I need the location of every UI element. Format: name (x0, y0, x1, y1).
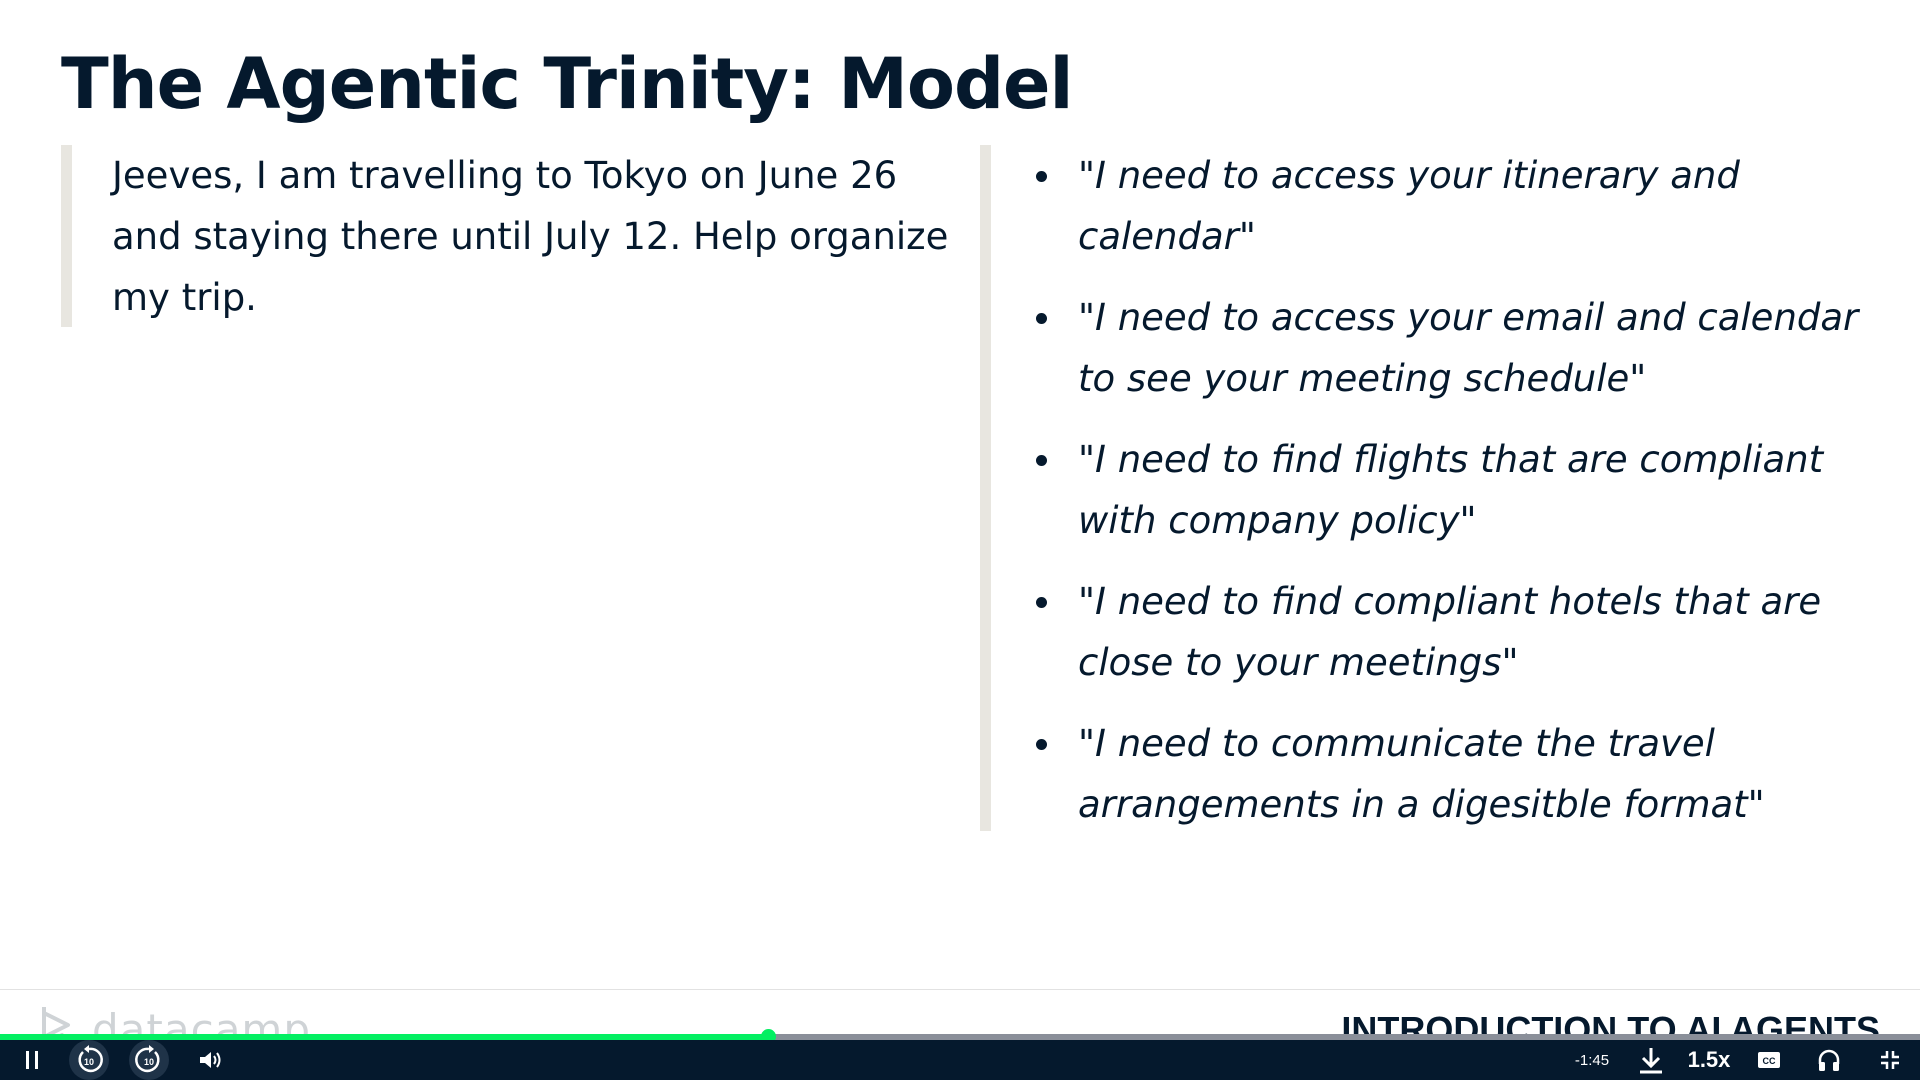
need-text: "I need to find flights that are complia… (1078, 438, 1824, 542)
need-text: "I need to access your itinerary and cal… (1078, 154, 1740, 258)
player-controls: 10 10 -1:45 1.5x CC (0, 1040, 1920, 1080)
need-text: "I need to access your email and calenda… (1078, 296, 1859, 400)
download-icon (1640, 1048, 1662, 1074)
pause-icon (26, 1051, 38, 1069)
list-item: "I need to find flights that are complia… (991, 429, 1891, 551)
needs-list: "I need to access your itinerary and cal… (991, 145, 1891, 855)
footer-divider (0, 989, 1920, 990)
captions-button[interactable]: CC (1752, 1040, 1786, 1080)
rewind-10-icon: 10 (78, 1045, 103, 1073)
slide-title: The Agentic Trinity: Model (61, 43, 1074, 125)
captions-icon: CC (1758, 1052, 1780, 1068)
volume-button[interactable] (194, 1040, 226, 1080)
exit-fullscreen-button[interactable] (1872, 1040, 1908, 1080)
svg-text:10: 10 (84, 1057, 94, 1067)
volume-icon (200, 1052, 221, 1068)
bullet-icon (1036, 455, 1047, 466)
needs-block: "I need to access your itinerary and cal… (980, 145, 1880, 831)
forward-10-icon: 10 (135, 1045, 160, 1073)
bullet-icon (1036, 171, 1047, 182)
forward-10-button[interactable]: 10 (129, 1040, 169, 1080)
rewind-10-button[interactable]: 10 (69, 1040, 109, 1080)
svg-text:10: 10 (144, 1057, 154, 1067)
progress-fill (0, 1034, 768, 1040)
download-button[interactable] (1634, 1040, 1668, 1080)
bullet-icon (1036, 739, 1047, 750)
list-item: "I need to find compliant hotels that ar… (991, 571, 1891, 693)
prompt-text: Jeeves, I am travelling to Tokyo on June… (112, 154, 949, 319)
exit-fullscreen-icon (1881, 1051, 1899, 1069)
bullet-icon (1036, 313, 1047, 324)
audio-button[interactable] (1812, 1040, 1846, 1080)
list-item: "I need to access your email and calenda… (991, 287, 1891, 409)
pause-button[interactable] (14, 1040, 50, 1080)
bullet-icon (1036, 597, 1047, 608)
headphones-icon (1818, 1049, 1840, 1071)
time-remaining: -1:45 (1574, 1051, 1610, 1069)
svg-text:CC: CC (1763, 1056, 1776, 1066)
need-text: "I need to find compliant hotels that ar… (1078, 580, 1822, 684)
need-text: "I need to communicate the travel arrang… (1078, 722, 1765, 826)
list-item: "I need to communicate the travel arrang… (991, 713, 1891, 835)
slide: The Agentic Trinity: Model Jeeves, I am … (0, 43, 1920, 990)
prompt-quote-block: Jeeves, I am travelling to Tokyo on June… (61, 145, 948, 327)
list-item: "I need to access your itinerary and cal… (991, 145, 1891, 267)
playback-speed-button[interactable]: 1.5x (1687, 1047, 1731, 1072)
